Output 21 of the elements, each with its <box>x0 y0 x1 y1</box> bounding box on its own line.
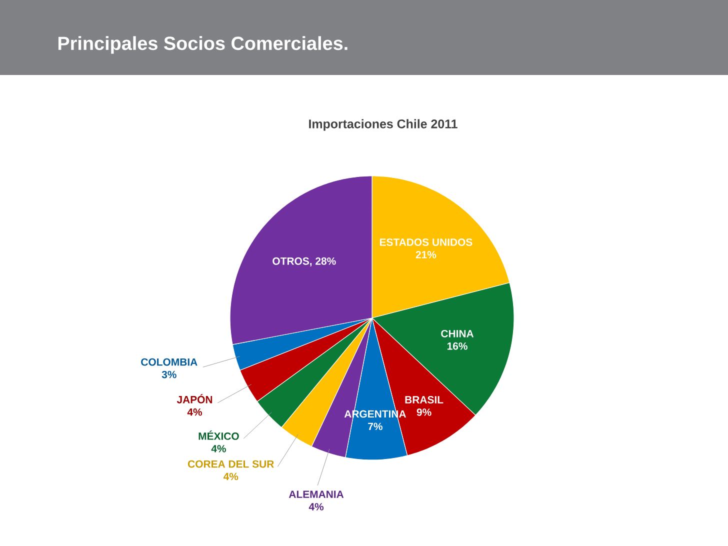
data-label: 7% <box>368 422 382 430</box>
data-label: 9% <box>416 408 432 416</box>
data-label: 4% <box>308 503 324 510</box>
chart-subtitle: Importaciones Chile 2011 <box>309 119 458 131</box>
slice-label: BRASIL <box>405 396 444 404</box>
slice-label: ESTADOS UNIDOS <box>380 238 472 246</box>
slice-label: MÉXICO <box>198 430 239 440</box>
slice-label: COREA DEL SUR <box>188 460 274 468</box>
data-label: , 28% <box>310 257 336 266</box>
data-label: 3% <box>162 370 176 378</box>
data-label: 4% <box>211 444 226 452</box>
slice-label: JAPÓN <box>176 394 212 404</box>
data-label: 16% <box>447 342 468 350</box>
data-label: 4% <box>223 472 238 480</box>
slice-label: OTROS <box>272 257 309 265</box>
slice-label: CHINA <box>441 330 474 338</box>
chart-title: Principales Socios Comerciales. <box>58 36 348 54</box>
slice-label: COLOMBIA <box>141 358 198 366</box>
data-label: 21% <box>416 250 436 258</box>
slice-label: ALEMANIA <box>288 490 344 498</box>
data-label: 4% <box>187 408 202 416</box>
